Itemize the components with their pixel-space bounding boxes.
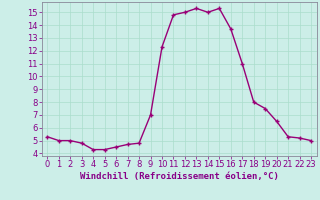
X-axis label: Windchill (Refroidissement éolien,°C): Windchill (Refroidissement éolien,°C) bbox=[80, 172, 279, 181]
